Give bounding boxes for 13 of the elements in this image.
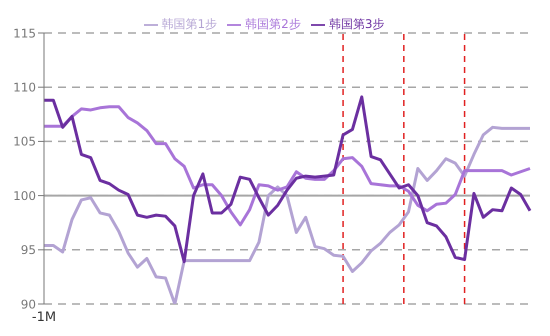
y-tick-label: 105 (13, 134, 36, 149)
y-tick-label: 90 (20, 297, 36, 312)
y-tick-label: 110 (13, 80, 36, 94)
line-series (42, 126, 532, 304)
legend-label: 韩国第2步 (245, 17, 301, 31)
line-series (42, 95, 532, 264)
legend-label: 韩国第1步 (162, 17, 218, 31)
y-tick-label: 95 (20, 243, 36, 258)
x-tick-label: -1M (32, 310, 56, 326)
y-tick-label: 115 (13, 26, 36, 40)
y-tick-label: 100 (13, 188, 36, 203)
legend-label: 韩国第3步 (328, 17, 384, 31)
line-series (42, 105, 532, 226)
